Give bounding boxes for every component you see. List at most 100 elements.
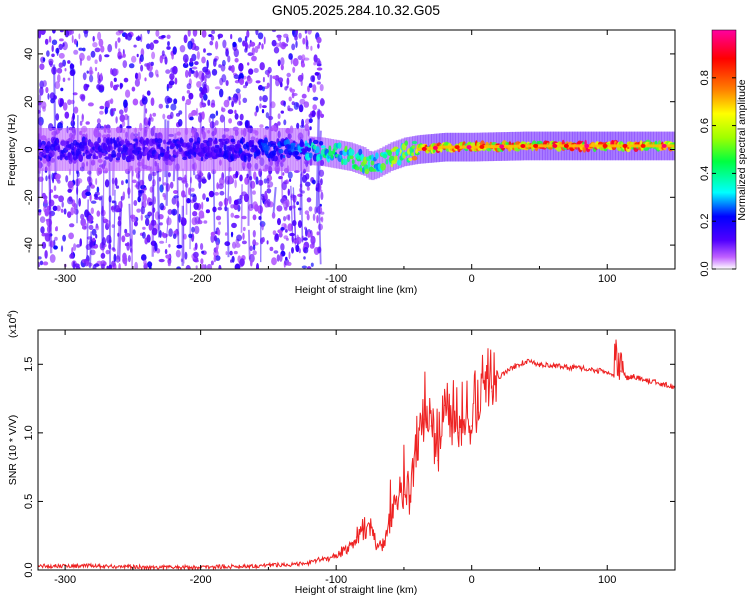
snr-data-point [281,563,283,566]
spectrogram-noise-blob [53,245,58,250]
spectrogram-noise-blob [44,250,48,259]
snr-y-tick-label: 1.0 [23,425,35,440]
spectrogram-ridge-blob [56,138,59,144]
spectrogram-ridge-blob [375,152,379,160]
snr-data-point [389,520,391,522]
spectrogram-noise-blob [121,120,126,127]
spectrogram-noise-blob [216,182,219,190]
spectrogram-noise-blob [100,252,106,259]
spectrogram-noise-blob [263,36,266,45]
snr-x-tick-label: 100 [598,574,616,586]
spectrogram-noise-blob [210,35,215,41]
spectrogram-noise-blob [73,49,79,55]
spectrogram-noise-blob [119,83,124,88]
spectrogram-noise-blob [166,34,171,39]
spectrogram-x-tick-label: -100 [325,273,347,285]
snr-y-tick-label: 0.0 [23,562,35,577]
spectrogram-ridge-halo [154,128,158,171]
spectrogram-noise-blob [59,38,64,42]
spectrogram-noise-blob [94,191,99,199]
spectrogram-noise-blob [277,35,282,42]
spectrogram-noise-blob [90,184,95,189]
spectrogram-noise-blob [233,250,238,255]
spectrogram-noise-blob [297,55,303,61]
spectrogram-noise-blob [158,176,162,182]
spectrogram-noise-blob [38,261,41,268]
spectrogram-ridge-blob [166,149,170,154]
spectrogram-noise-blob [230,34,233,40]
spectrogram-ridge-halo [371,151,375,181]
spectrogram-noise-blob [163,194,166,201]
spectrogram-ridge-blob [219,147,223,154]
spectrogram-ridge-halo [368,150,372,180]
spectrogram-noise-blob [53,185,57,192]
spectrogram-x-tick-label: 100 [598,273,616,285]
spectrogram-noise-blob [165,254,171,259]
spectrogram-noise-blob [115,185,120,189]
snr-data-point [254,565,256,567]
spectrogram-noise-blob [64,68,67,72]
snr-data-point [620,370,622,372]
spectrogram-noise-blob [68,232,74,240]
spectrogram-noise-blob [92,42,98,48]
spectrogram-noise-blob [49,254,56,263]
spectrogram-noise-blob [267,66,272,74]
spectrogram-noise-blob [73,243,77,252]
spectrogram-noise-blob [79,57,82,66]
spectrogram-ridge-blob [75,142,80,146]
spectrogram-noise-blob [170,79,174,83]
spectrogram-noise-blob [307,231,311,238]
spectrogram-noise-blob [265,112,270,119]
spectrogram-ridge-halo [382,146,386,176]
spectrogram-noise-streak [317,180,322,265]
spectrogram-noise-blob [85,121,90,125]
spectrogram-noise-blob [218,183,224,190]
spectrogram-ridge-blob [327,155,330,159]
spectrogram-noise-blob [67,77,71,81]
spectrogram-noise-blob [132,229,136,235]
spectrogram-noise-blob [305,173,310,180]
spectrogram-noise-blob [308,206,313,212]
spectrogram-noise-streak [119,196,123,262]
spectrogram-noise-blob [67,99,72,106]
spectrogram-noise-blob [215,246,218,254]
spectrogram-noise-blob [121,180,124,186]
spectrogram-noise-blob [271,212,276,219]
spectrogram-noise-blob [302,37,306,45]
spectrogram-ridge-halo [282,128,286,171]
spectrogram-ridge-blob [351,159,355,165]
spectrogram-ridge-blob [328,145,332,152]
spectrogram-noise-blob [267,184,271,189]
spectrogram-noise-blob [137,72,142,81]
spectrogram-noise-blob [307,30,312,35]
spectrogram-ridge-blob [358,148,363,156]
spectrogram-noise-blob [110,206,115,211]
spectrogram-noise-blob [162,113,166,120]
spectrogram-noise-blob [234,179,237,189]
spectrogram-noise-blob [94,263,100,267]
spectrogram-ridge-blob [411,152,414,157]
spectrogram-noise-blob [92,237,96,242]
spectrogram-noise-blob [266,177,270,184]
spectrogram-noise-blob [208,190,215,198]
spectrogram-noise-blob [39,260,44,266]
spectrogram-noise-blob [235,170,239,179]
spectrogram-noise-blob [185,265,191,269]
spectrogram-noise-blob [39,86,44,96]
spectrogram-noise-blob [239,113,244,121]
spectrogram-noise-blob [320,216,324,223]
spectrogram-noise-blob [82,47,86,52]
spectrogram-ridge-halo [184,128,188,171]
spectrogram-noise-blob [200,264,206,269]
spectrogram-noise-blob [310,75,315,82]
spectrogram-noise-blob [81,190,88,199]
spectrogram-noise-blob [207,266,210,269]
spectrogram-noise-blob [181,177,187,183]
spectrogram-noise-blob [285,237,289,241]
spectrogram-ridge-blob [69,154,73,162]
snr-series-line [38,339,675,570]
snr-data-point [444,404,446,406]
snr-data-point [511,366,513,368]
spectrogram-peak-blob [584,143,590,148]
spectrogram-noise-blob [90,200,97,204]
